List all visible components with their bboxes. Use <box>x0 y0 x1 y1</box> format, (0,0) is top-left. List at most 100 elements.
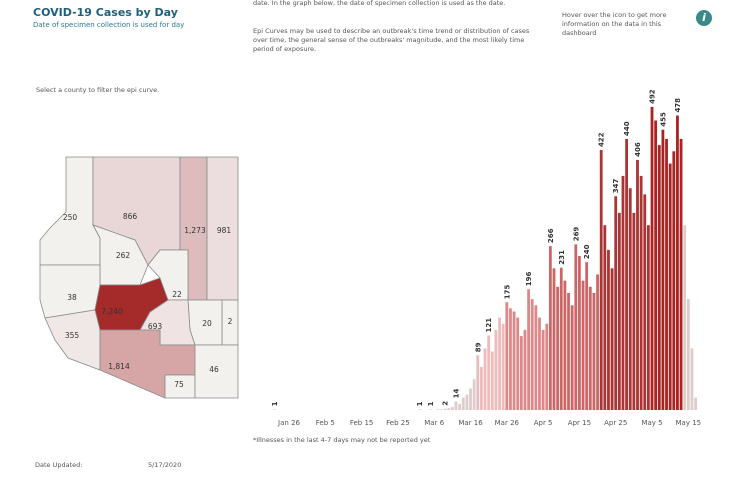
bar <box>443 408 447 410</box>
bar <box>519 336 523 410</box>
bar <box>617 212 621 410</box>
bar <box>628 188 632 410</box>
bar <box>661 129 665 410</box>
bar <box>418 409 422 410</box>
bar <box>592 292 596 410</box>
bar <box>559 267 563 410</box>
bar <box>683 225 687 410</box>
bar <box>545 323 549 410</box>
county[interactable] <box>44 309 101 371</box>
county[interactable] <box>206 156 239 301</box>
date-label: Date Updated: <box>35 461 83 469</box>
county[interactable] <box>39 264 101 319</box>
county-label: 22 <box>172 290 182 299</box>
county-label: 866 <box>123 212 138 221</box>
data-label: 455 <box>659 112 667 127</box>
bar <box>610 268 614 410</box>
x-tick-label: Apr 5 <box>534 419 553 427</box>
bar <box>650 106 654 410</box>
x-tick-label: May 5 <box>641 419 662 427</box>
bar <box>465 394 469 410</box>
bar <box>487 335 491 410</box>
county-label: 1,273 <box>184 226 206 235</box>
data-label: 347 <box>612 179 620 194</box>
bar <box>516 317 520 410</box>
county[interactable] <box>92 156 181 266</box>
bar <box>574 244 578 410</box>
bar <box>530 299 534 410</box>
bar <box>657 145 661 410</box>
bar <box>588 286 592 410</box>
county[interactable] <box>179 156 208 301</box>
bar <box>498 317 501 410</box>
bar <box>490 351 494 410</box>
county-label: 75 <box>174 380 184 389</box>
bar <box>694 397 697 410</box>
bar <box>668 163 672 410</box>
data-label: 89 <box>474 342 482 352</box>
county[interactable] <box>94 277 169 331</box>
bar <box>646 225 650 410</box>
county[interactable] <box>92 224 149 286</box>
bar <box>654 120 658 410</box>
county[interactable] <box>99 329 196 399</box>
bar <box>596 274 599 410</box>
data-label: 269 <box>572 227 580 242</box>
bar <box>541 329 545 410</box>
county[interactable] <box>39 156 101 266</box>
county[interactable] <box>221 299 239 346</box>
county-label: 7,240 <box>101 307 123 316</box>
county-label: 1,814 <box>108 362 130 371</box>
bar <box>469 388 472 410</box>
bar <box>480 366 483 410</box>
x-tick-label: Mar 6 <box>424 419 444 427</box>
bar <box>621 175 625 410</box>
date-value: 5/17/2020 <box>148 461 182 469</box>
bar <box>585 262 589 410</box>
data-label: 478 <box>674 98 682 113</box>
info-icon[interactable]: i <box>696 10 712 26</box>
bar <box>429 409 432 410</box>
bar <box>534 305 538 410</box>
county-label: 250 <box>63 213 78 222</box>
county-label: 2 <box>228 317 233 326</box>
bar <box>472 379 476 410</box>
county-label: 981 <box>217 226 232 235</box>
bar <box>461 397 465 410</box>
bar <box>273 409 276 410</box>
county[interactable] <box>194 344 239 399</box>
county[interactable] <box>139 299 196 346</box>
bar <box>567 292 570 410</box>
bar <box>563 280 567 410</box>
county[interactable] <box>187 299 223 346</box>
bar <box>625 138 629 410</box>
bar <box>570 305 574 410</box>
data-label: 406 <box>634 142 642 157</box>
data-label: 196 <box>525 272 533 287</box>
data-label: 492 <box>649 89 657 104</box>
bar <box>458 403 462 410</box>
bar <box>548 246 552 410</box>
x-tick-label: Feb 5 <box>316 419 335 427</box>
bar <box>447 408 451 410</box>
bar <box>505 302 509 410</box>
bar <box>450 406 454 410</box>
bar <box>603 225 607 410</box>
bar <box>676 115 679 410</box>
bar <box>639 175 643 410</box>
x-tick-label: Feb 15 <box>350 419 374 427</box>
bar <box>538 317 541 410</box>
bar <box>509 308 512 410</box>
bar <box>643 194 647 410</box>
bar <box>614 196 618 410</box>
data-label: 1 <box>427 401 435 406</box>
bar <box>636 159 639 410</box>
bar <box>690 348 694 410</box>
x-tick-label: Mar 16 <box>458 419 483 427</box>
county[interactable] <box>164 374 196 399</box>
description-2: Epi Curves may be used to describe an ou… <box>253 27 530 53</box>
info-text: Hover over the icon to get more informat… <box>562 11 667 37</box>
county[interactable] <box>147 249 189 301</box>
